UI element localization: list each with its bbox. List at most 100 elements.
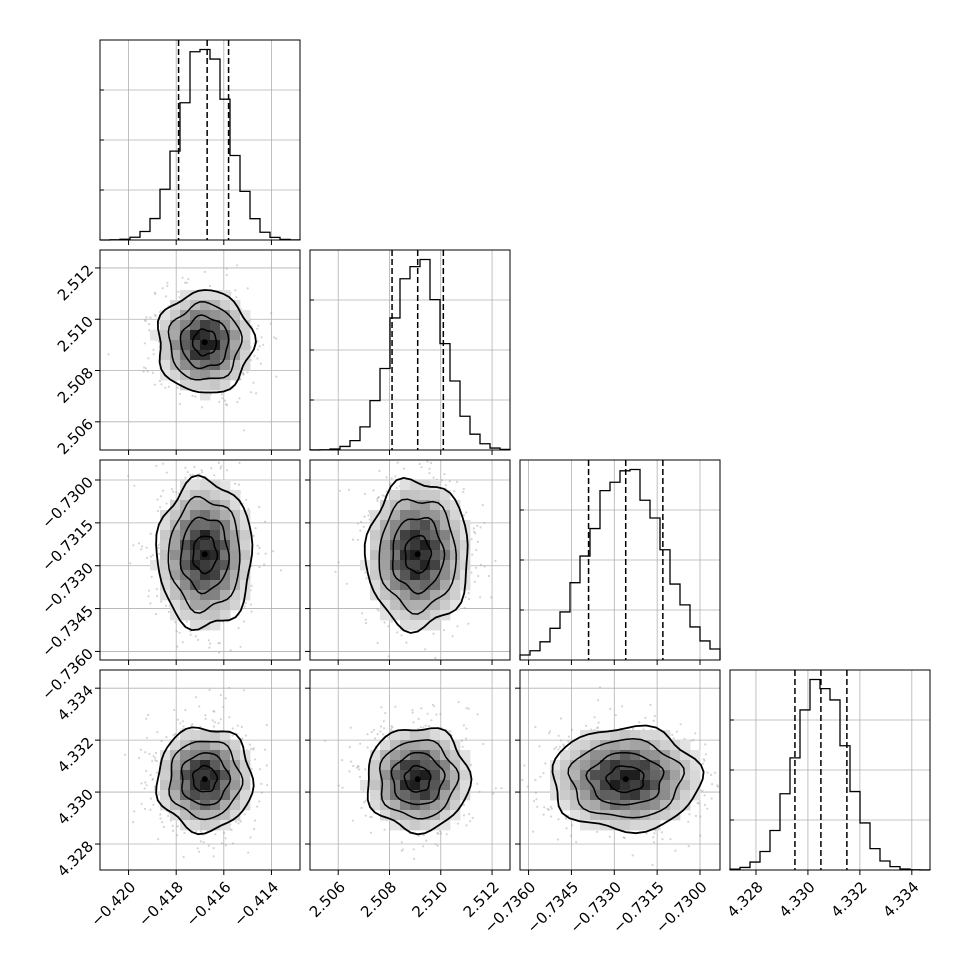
density-cell — [380, 790, 391, 801]
density-cell — [630, 740, 641, 751]
density-cell — [170, 320, 181, 331]
scatter-point — [359, 520, 363, 524]
scatter-point — [567, 740, 570, 743]
scatter-point — [170, 488, 173, 491]
scatter-point — [387, 736, 390, 739]
scatter-point — [152, 755, 155, 758]
scatter-point — [219, 467, 222, 470]
scatter-point — [652, 836, 655, 839]
density-cell — [230, 330, 241, 341]
density-cell — [160, 780, 171, 791]
scatter-point — [538, 745, 541, 748]
density-cell — [610, 790, 621, 801]
scatter-point — [534, 779, 537, 782]
scatter-point — [567, 735, 571, 738]
density-cell — [620, 740, 631, 751]
density-cell — [230, 360, 241, 371]
density-cell — [580, 800, 591, 811]
density-cell — [210, 600, 221, 611]
scatter-point — [244, 602, 247, 605]
scatter-point — [212, 847, 215, 850]
density-cell — [190, 760, 201, 771]
density-cell — [420, 600, 431, 611]
scatter-point — [558, 745, 562, 749]
scatter-point — [549, 815, 553, 818]
density-cell — [580, 820, 591, 831]
scatter-point — [436, 844, 439, 847]
scatter-point — [653, 832, 656, 835]
scatter-point — [451, 635, 454, 638]
scatter-point — [351, 538, 355, 541]
density-cell — [570, 770, 581, 781]
scatter-point — [175, 491, 178, 494]
density-cell — [400, 730, 411, 741]
scatter-point — [337, 784, 340, 787]
scatter-point — [476, 524, 479, 528]
scatter-point — [165, 502, 168, 505]
scatter-point — [420, 466, 423, 469]
density-cell — [390, 580, 401, 591]
scatter-point — [706, 807, 709, 810]
density-cell — [450, 550, 461, 561]
scatter-point — [230, 828, 233, 832]
density-cell — [160, 760, 171, 771]
scatter-point — [462, 514, 466, 517]
scatter-point — [372, 728, 375, 732]
density-cell — [160, 340, 171, 351]
scatter-point — [377, 609, 380, 612]
scatter-point — [357, 765, 360, 768]
density-cell — [440, 600, 451, 611]
density-cell — [570, 750, 581, 761]
density-cell — [240, 790, 251, 801]
density-cell — [610, 740, 621, 751]
scatter-point — [145, 736, 148, 739]
scatter-point — [183, 831, 186, 835]
scatter-point — [199, 840, 202, 843]
scatter-point — [468, 813, 471, 816]
scatter-point — [181, 276, 184, 279]
scatter-point — [377, 495, 380, 499]
scatter-point — [156, 731, 159, 734]
scatter-point — [479, 596, 482, 599]
density-cell — [240, 520, 251, 531]
density-cell — [230, 570, 241, 581]
scatter-point — [412, 848, 415, 851]
scatter-point — [474, 532, 477, 535]
scatter-point — [697, 802, 700, 805]
scatter-point — [683, 737, 686, 740]
scatter-point — [250, 610, 253, 613]
scatter-point — [534, 791, 538, 794]
scatter-point — [468, 597, 471, 601]
scatter-point — [492, 792, 495, 795]
density-cell — [200, 510, 211, 521]
density-cell — [180, 760, 191, 771]
scatter-point — [164, 386, 167, 389]
density-cell — [200, 290, 211, 301]
panel-3-2: −0.7360−0.7345−0.7330−0.7315−0.7300 — [481, 669, 721, 937]
density-cell — [230, 490, 241, 501]
density-cell — [190, 610, 201, 621]
density-cell — [180, 340, 191, 351]
density-cell — [620, 730, 631, 741]
density-cell — [460, 770, 471, 781]
scatter-point — [369, 815, 372, 819]
density-cell — [410, 580, 421, 591]
density-cell — [380, 560, 391, 571]
scatter-point — [151, 554, 154, 557]
density-cell — [170, 540, 181, 551]
density-cell — [220, 780, 231, 791]
density-cell — [230, 560, 241, 571]
density-cell — [430, 760, 441, 771]
density-cell — [210, 780, 221, 791]
density-cell — [210, 810, 221, 821]
scatter-point — [220, 393, 223, 396]
density-cell — [410, 780, 421, 791]
density-cell — [590, 780, 601, 791]
density-cell — [640, 800, 651, 811]
density-cell — [210, 310, 221, 321]
scatter-point — [534, 726, 537, 729]
density-cell — [200, 360, 211, 371]
scatter-point — [356, 538, 360, 541]
density-cell — [560, 750, 571, 761]
density-cell — [660, 730, 671, 741]
